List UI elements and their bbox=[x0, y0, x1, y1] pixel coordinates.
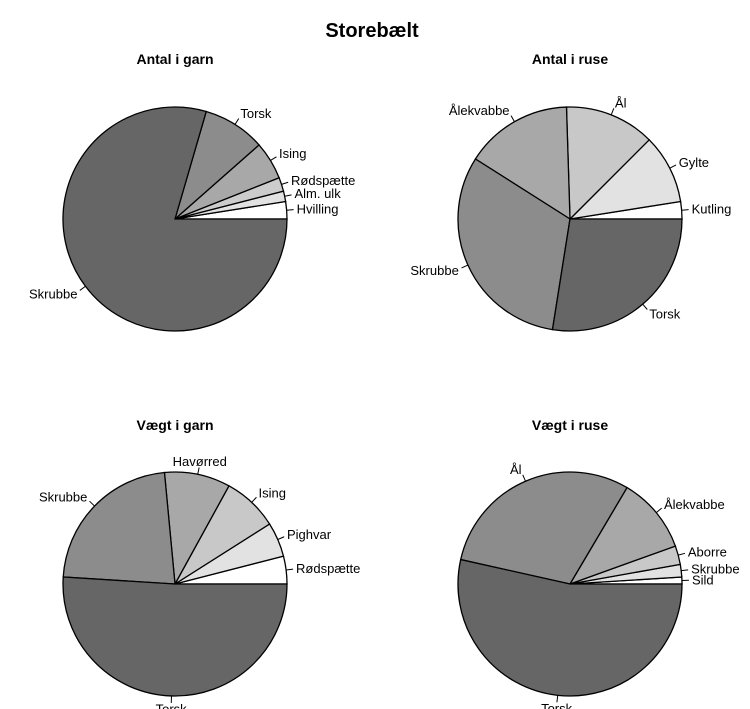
pie-slice bbox=[459, 471, 628, 585]
pie-title: Antal i ruse bbox=[532, 51, 608, 67]
slice-leader-tick bbox=[642, 303, 648, 310]
slice-leader-tick bbox=[681, 569, 689, 572]
slice-leader-tick bbox=[281, 181, 289, 185]
slice-label: Torsk bbox=[649, 307, 681, 322]
pie-title: Antal i garn bbox=[136, 51, 213, 67]
slice-label: Ålekvabbe bbox=[664, 497, 725, 512]
slice-leader-tick bbox=[286, 568, 294, 571]
slice-label: Hvilling bbox=[297, 202, 339, 217]
slice-leader-tick bbox=[681, 209, 689, 211]
pie-panel-3: Vægt i garn Rødspætte Pighvar Ising Havørred… bbox=[39, 417, 360, 709]
slice-label: Pighvar bbox=[287, 527, 332, 542]
slice-label: Kutling bbox=[692, 202, 732, 217]
slice-leader-tick bbox=[277, 536, 285, 540]
slice-label: Sild bbox=[692, 573, 714, 588]
slice-leader-tick bbox=[284, 194, 292, 197]
slice-leader-tick bbox=[655, 507, 663, 513]
slice-leader-tick bbox=[197, 467, 200, 475]
slice-label: Rødspætte bbox=[291, 173, 355, 188]
slice-label: Havørred bbox=[173, 454, 227, 469]
pie-title: Vægt i garn bbox=[136, 417, 213, 433]
slice-label: Aborre bbox=[688, 544, 727, 559]
slice-leader-tick bbox=[234, 118, 240, 125]
slice-leader-tick bbox=[678, 552, 686, 556]
figure-title: Storebælt bbox=[325, 20, 419, 42]
slice-label: Skrubbe bbox=[410, 263, 458, 278]
pie-slice bbox=[474, 106, 571, 221]
slice-label: Ål bbox=[510, 462, 522, 477]
slice-label: Torsk bbox=[156, 701, 188, 709]
pie-slice bbox=[565, 106, 651, 221]
slice-leader-tick bbox=[270, 156, 277, 161]
slice-leader-tick bbox=[89, 500, 95, 507]
slice-leader-tick bbox=[510, 115, 515, 122]
slice-leader-tick bbox=[286, 209, 294, 211]
pie-slice bbox=[62, 576, 288, 697]
slice-label: Torsk bbox=[541, 701, 573, 709]
pie-slice bbox=[551, 218, 683, 332]
slice-leader-tick bbox=[610, 108, 615, 116]
slice-label: Ål bbox=[615, 95, 627, 110]
slice-label: Gylte bbox=[679, 155, 709, 170]
slice-label: Ising bbox=[279, 146, 306, 161]
pie-panel-2: Antal i ruse Kutling Gylte Ål Ålekvabbe Skrub… bbox=[410, 51, 732, 332]
slice-label: Alm. ulk bbox=[294, 186, 341, 201]
slice-leader-tick bbox=[669, 164, 677, 169]
pie-slice bbox=[457, 158, 571, 331]
slice-label: Ising bbox=[259, 485, 286, 500]
slice-label: Ålekvabbe bbox=[449, 103, 510, 118]
pie-slice bbox=[568, 486, 677, 586]
pie-slice bbox=[457, 558, 683, 697]
slice-leader-tick bbox=[522, 474, 526, 482]
slice-leader-tick bbox=[251, 496, 257, 503]
slice-label: Skrubbe bbox=[39, 490, 87, 505]
slice-leader-tick bbox=[556, 695, 559, 703]
slice-label: Skrubbe bbox=[691, 562, 739, 577]
slice-label: Rødspætte bbox=[296, 561, 360, 576]
slice-leader-tick bbox=[79, 285, 86, 291]
slice-label: Torsk bbox=[240, 106, 272, 121]
slice-leader-tick bbox=[461, 264, 469, 269]
slice-label: Skrubbe bbox=[29, 287, 77, 302]
pie-title: Vægt i ruse bbox=[532, 417, 608, 433]
